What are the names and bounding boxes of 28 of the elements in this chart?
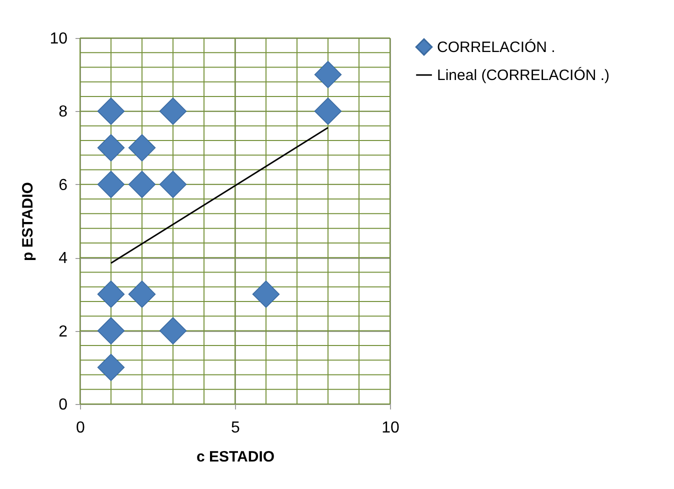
point (159, 317, 187, 344)
point (252, 280, 280, 308)
y-tick-label: 10 (50, 30, 68, 48)
point (97, 354, 125, 382)
point (97, 98, 125, 125)
point (128, 134, 156, 162)
legend-label: Lineal (CORRELACIÓN .) (437, 66, 610, 84)
point (97, 317, 125, 344)
point (97, 134, 125, 162)
point (97, 280, 125, 308)
point (159, 170, 187, 198)
point (128, 170, 156, 198)
x-tick-label: 0 (76, 420, 86, 436)
x-tick-label: 10 (382, 420, 400, 436)
y-tick-label: 6 (58, 176, 68, 194)
y-tick-label: 4 (58, 250, 68, 268)
point (314, 98, 342, 125)
x-tick-label: 5 (231, 420, 240, 436)
point (314, 60, 342, 88)
y-tick-label: 8 (58, 104, 68, 121)
point (128, 280, 156, 308)
y-tick-label: 0 (58, 396, 68, 414)
point (97, 170, 125, 198)
legend-label: CORRELACIÓN . (437, 38, 556, 56)
point (159, 98, 187, 125)
x-axis-title: c ESTADIO (196, 448, 275, 466)
y-tick-label: 2 (58, 323, 68, 340)
y-axis-title: p ESTADIO (20, 182, 37, 261)
